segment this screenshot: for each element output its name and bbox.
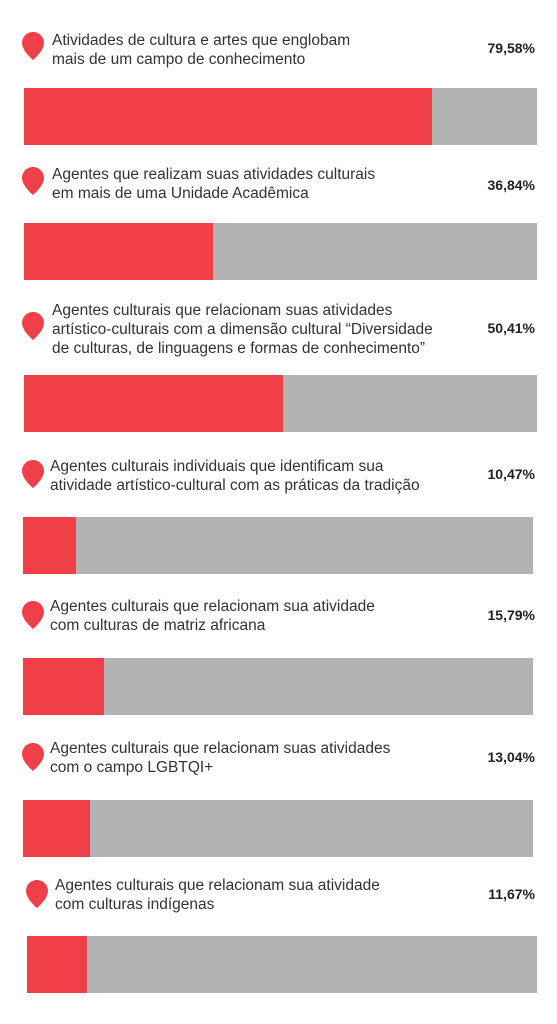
bar-track (23, 517, 533, 574)
bar-label-line: mais de um campo de conhecimento (52, 51, 306, 68)
bar-track (27, 936, 537, 993)
bar-label-line: Agentes culturais que relacionam suas at… (50, 740, 391, 757)
bar-fill (24, 375, 283, 432)
bar-value-label: 11,67% (488, 886, 535, 902)
bar-label-line: com o campo LGBTQI+ (50, 759, 214, 776)
bar-value-label: 10,47% (487, 466, 535, 482)
map-pin-icon (22, 601, 44, 629)
bar-label-line: Agentes que realizam suas atividades cul… (52, 166, 376, 183)
bar-value-label: 13,04% (487, 749, 535, 765)
map-pin-icon (22, 167, 44, 195)
bar-fill (23, 800, 90, 857)
bar-track (24, 88, 537, 145)
bar-track (23, 658, 533, 715)
bar-label: Agentes culturais que relacionam suas at… (50, 739, 440, 777)
bar-label-line: Agentes culturais que relacionam suas at… (52, 302, 393, 319)
bar-label: Agentes culturais que relacionam sua ati… (55, 876, 445, 914)
bar-label-line: de culturas, de linguagens e formas de c… (52, 340, 426, 357)
bar-label-line: Agentes culturais individuais que identi… (50, 458, 384, 475)
bar-value-label: 36,84% (487, 177, 535, 193)
bar-label-line: com culturas indígenas (55, 896, 215, 913)
bar-value-label: 50,41% (487, 320, 535, 336)
bar-fill (23, 658, 104, 715)
bar-label: Agentes que realizam suas atividades cul… (52, 165, 442, 203)
bar-label: Agentes culturais individuais que identi… (50, 457, 450, 495)
bar-label: Atividades de cultura e artes que englob… (52, 31, 442, 69)
bar-label-line: com culturas de matriz africana (50, 617, 266, 634)
bar-label-line: Agentes culturais que relacionam sua ati… (50, 598, 375, 615)
bar-label-line: Agentes culturais que relacionam sua ati… (55, 877, 380, 894)
bar-value-label: 79,58% (487, 40, 535, 56)
map-pin-icon (22, 32, 44, 60)
bar-label-line: em mais de uma Unidade Acadêmica (52, 185, 309, 202)
bar-label-line: Atividades de cultura e artes que englob… (52, 32, 351, 49)
bar-fill (23, 517, 77, 574)
bar-label: Agentes culturais que relacionam sua ati… (50, 597, 440, 635)
map-pin-icon (22, 460, 44, 488)
bar-label: Agentes culturais que relacionam suas at… (52, 301, 452, 358)
bar-label-line: atividade artístico-cultural com as prát… (50, 477, 420, 494)
bar-fill (24, 223, 213, 280)
map-pin-icon (26, 880, 48, 908)
bar-value-label: 15,79% (487, 607, 535, 623)
bar-fill (24, 88, 433, 145)
map-pin-icon (22, 743, 44, 771)
bar-track (24, 223, 537, 280)
bar-label-line: artístico-culturais com a dimensão cultu… (52, 321, 433, 338)
map-pin-icon (22, 312, 44, 340)
bar-track (24, 375, 537, 432)
bar-track (23, 800, 533, 857)
bar-fill (27, 936, 87, 993)
